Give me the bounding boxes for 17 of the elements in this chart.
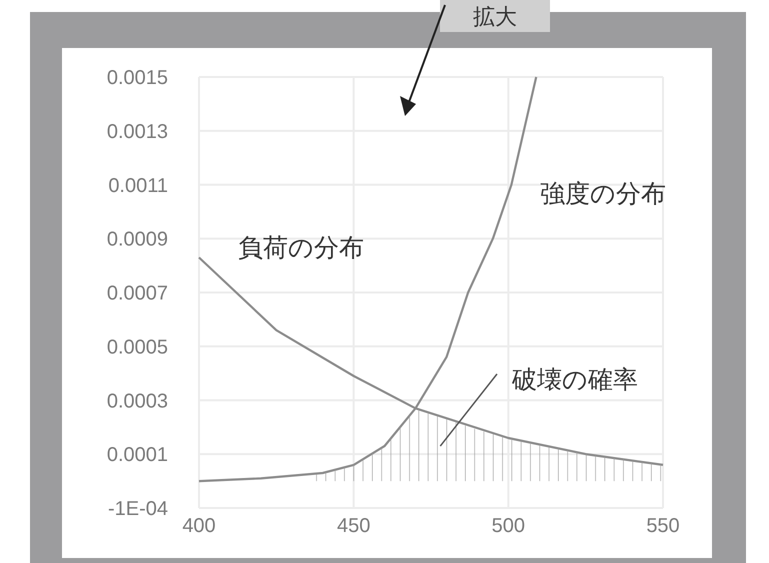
text: 拡大: [473, 4, 517, 29]
y-tick-label: 0.0003: [106, 390, 168, 412]
x-tick-label: 400: [182, 515, 216, 537]
x-tick-label: 500: [492, 515, 526, 537]
y-tick-label: 0.0011: [108, 174, 168, 197]
y-tick-label: 0.0009: [106, 228, 168, 251]
y-tick-label: 0.0013: [106, 120, 168, 143]
x-tick-label: 550: [646, 515, 680, 537]
y-tick-label: 0.0007: [106, 282, 168, 304]
y-tick-label: -1E-04: [108, 498, 168, 520]
y-tick-label: 0.0005: [106, 336, 168, 358]
series-label: 負荷の分布: [238, 234, 364, 262]
y-tick-label: 0.0015: [106, 67, 168, 89]
annotation: 破壊の確率: [511, 366, 638, 394]
series-label: 強度の分布: [540, 180, 666, 208]
x-tick-label: 450: [336, 515, 370, 537]
y-tick-label: 0.0001: [106, 444, 168, 466]
